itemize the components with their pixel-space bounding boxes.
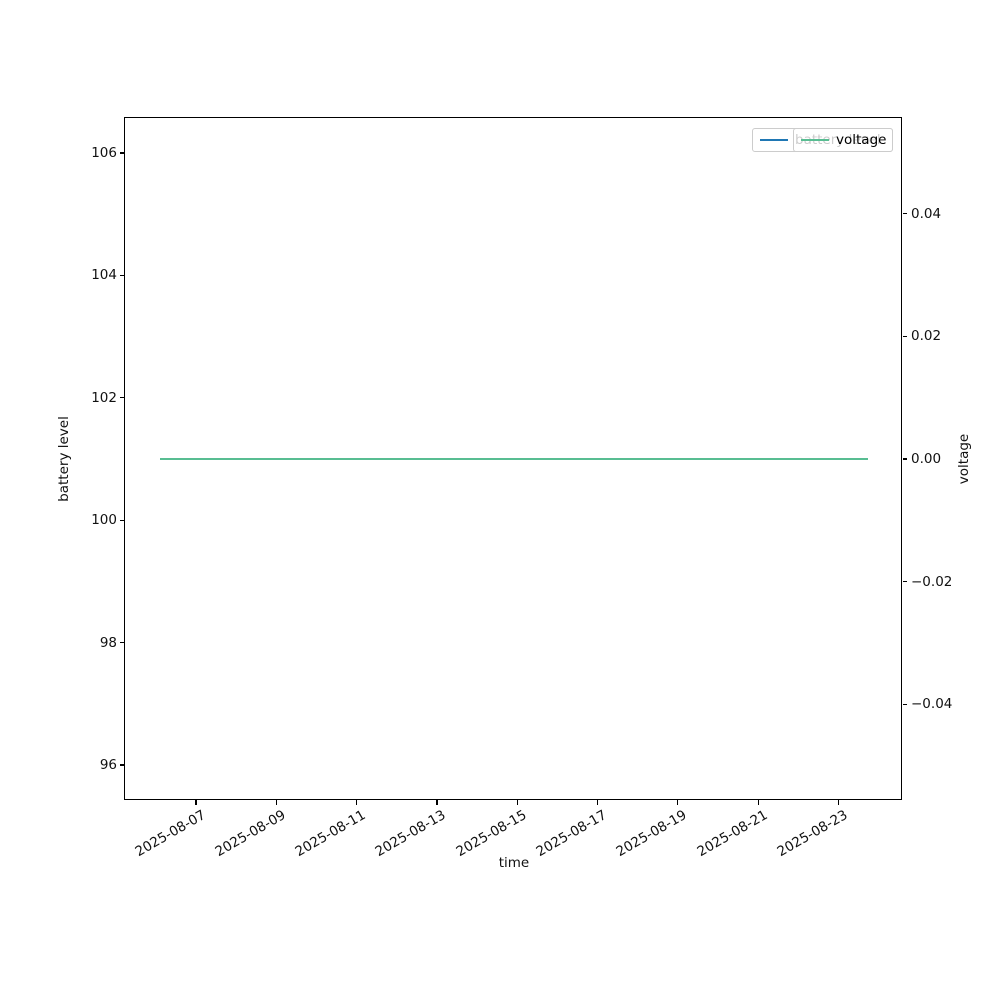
y-left-tick-label: 102 [91,389,117,406]
y-right-tick-label: 0.00 [911,451,942,467]
x-tick-mark [275,800,277,805]
y-left-tick-label: 106 [91,145,117,161]
y-left-tick-label: 98 [99,634,117,651]
x-tick-label: 2025-08-23 [774,807,851,861]
y-right-tick-mark [902,458,907,460]
y-axis-right-label: voltage [956,433,972,485]
y-right-tick-mark [902,703,907,705]
voltage-legend-line [801,139,829,141]
x-tick-mark [677,800,679,805]
legend-voltage: voltage [793,128,893,152]
x-tick-mark [757,800,759,805]
x-tick-label: 2025-08-17 [533,807,610,861]
x-tick-mark [436,800,438,805]
y-left-tick-label: 96 [99,757,117,773]
x-tick-label: 2025-08-15 [453,807,530,861]
y-right-tick-mark [902,213,907,215]
y-left-tick-mark [120,764,125,766]
x-tick-label: 2025-08-07 [132,807,208,861]
legend-label-voltage: voltage [836,132,887,148]
y-right-tick-mark [902,335,907,338]
y-right-tick-mark [902,581,907,583]
x-tick-label: 2025-08-19 [613,807,690,861]
y-left-tick-mark [120,519,125,521]
x-tick-label: 2025-08-11 [292,807,369,861]
x-tick-mark [596,800,599,805]
x-tick-mark [516,800,518,805]
x-tick-label: 2025-08-21 [694,807,771,861]
x-tick-label: 2025-08-09 [212,807,289,861]
y-left-tick-mark [120,274,125,277]
battery-level-legend-line [760,139,788,141]
x-tick-label: 2025-08-13 [372,807,449,861]
y-right-tick-label: 0.02 [911,328,942,345]
y-left-tick-label: 104 [91,267,117,284]
y-left-tick-mark [120,152,125,154]
y-right-tick-label: 0.04 [911,205,942,222]
y-right-tick-label: −0.02 [911,573,953,590]
x-tick-mark [195,800,197,805]
voltage-line [160,458,868,460]
y-left-tick-mark [120,642,125,644]
y-left-tick-label: 100 [91,512,117,529]
y-right-tick-label: −0.04 [911,696,953,713]
x-tick-mark [837,800,840,805]
y-axis-left-label: battery level [56,416,72,502]
x-axis-label: time [498,855,530,871]
y-left-tick-mark [120,397,125,399]
x-tick-mark [356,800,358,805]
